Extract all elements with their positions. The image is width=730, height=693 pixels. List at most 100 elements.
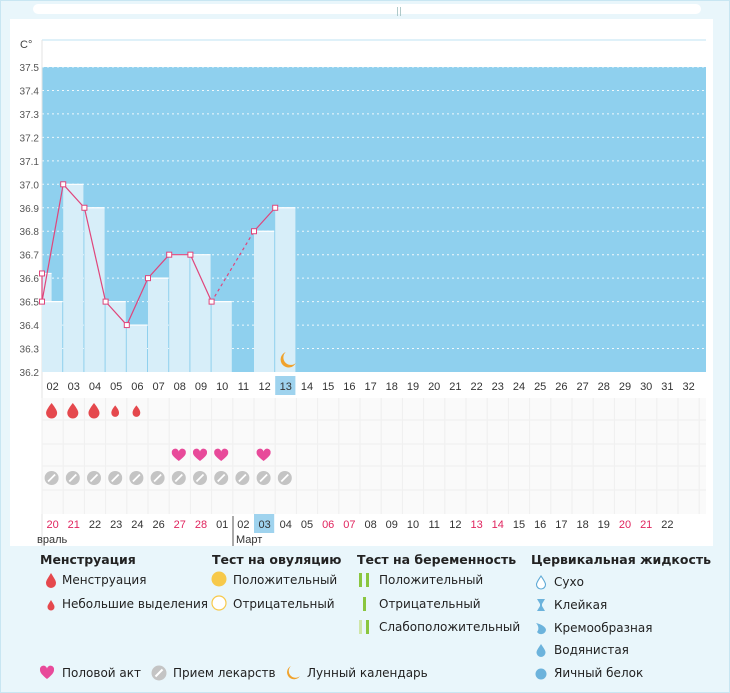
cycle-day-label: 32 (682, 381, 694, 393)
temperature-point (39, 270, 45, 277)
current-date-highlight (254, 514, 275, 533)
temperature-line (41, 184, 64, 302)
legend-item-pregnancy-weak: Слабоположительный (379, 620, 521, 634)
calendar-date-label: 26 (152, 519, 164, 531)
cycle-day-label: 06 (131, 381, 143, 393)
calendar-date-label: 04 (280, 519, 292, 531)
menstruation-drop-icon (67, 403, 79, 419)
temperature-bar (190, 254, 211, 372)
temperature-point (39, 298, 45, 305)
ovulation-negative-icon (211, 595, 227, 611)
calendar-date-label: 23 (110, 519, 122, 531)
temperature-bar (42, 301, 63, 372)
cervical-watery-icon (536, 644, 546, 657)
calendar-date-label: 24 (131, 519, 143, 531)
drop-light-icon (47, 600, 55, 611)
pill-icon-stroke (89, 473, 99, 483)
legend-item-pregnancy-positive: Положительный (379, 573, 484, 587)
legend-item-ovulation-positive: Положительный (233, 573, 338, 587)
temperature-line (62, 183, 85, 209)
cycle-day-label: 26 (555, 381, 567, 393)
legend-item-medication: Прием лекарств (173, 666, 276, 680)
pill-icon-stroke (195, 473, 205, 483)
calendar-date-label: 21 (640, 519, 652, 531)
y-tick-label: 36.9 (20, 204, 40, 215)
y-tick-label: 37.1 (20, 157, 40, 168)
current-day-highlight (275, 376, 296, 395)
cycle-day-label: 17 (364, 381, 376, 393)
pill-icon-stroke (47, 473, 56, 483)
cycle-day-label: 20 (428, 381, 440, 393)
pill-icon-stroke (280, 473, 289, 483)
vertical-scroll-track[interactable] (713, 19, 728, 691)
temperature-bar (169, 254, 190, 372)
moon-icon (287, 666, 300, 680)
calendar-date-label: 13 (470, 519, 482, 531)
pill-icon-stroke (238, 473, 247, 483)
y-tick-label: 36.2 (20, 368, 40, 379)
horizontal-scrollbar[interactable]: || (33, 4, 701, 17)
calendar-date-label: 11 (428, 519, 439, 531)
y-tick-label: 37.3 (20, 110, 40, 121)
temperature-bar (254, 231, 275, 372)
temperature-bar (148, 278, 169, 372)
calendar-date-label: 07 (343, 519, 355, 531)
legend-item-cervical-watery: Водянистая (554, 643, 629, 657)
calendar-date-label: 28 (195, 519, 207, 531)
calendar-date-label: 22 (89, 519, 101, 531)
cycle-day-label: 09 (195, 381, 207, 393)
temperature-line (126, 277, 149, 326)
calendar-date-label: 20 (46, 519, 58, 531)
y-tick-label: 37.5 (20, 63, 40, 74)
cycle-day-label: 19 (407, 381, 419, 393)
y-tick-label: 36.3 (20, 345, 40, 356)
cycle-day-label: 31 (661, 381, 673, 393)
cycle-day-label: 28 (598, 381, 610, 393)
cervical-creamy-icon (536, 623, 546, 635)
scroll-grip-icon[interactable]: || (396, 7, 403, 17)
temperature-bar (126, 325, 147, 372)
calendar-date-label: 02 (237, 519, 249, 531)
temperature-point (145, 275, 151, 282)
temperature-line (253, 207, 276, 232)
calendar-date-label: 10 (407, 519, 419, 531)
pill-icon-stroke (111, 473, 120, 483)
legend-item-cervical-creamy: Кремообразная (554, 621, 653, 635)
heart-icon (256, 448, 271, 461)
legend-item-spotting: Небольшие выделения (62, 597, 209, 611)
temperature-line (147, 254, 170, 279)
menstruation-drop-icon (132, 405, 141, 417)
cervical-eggwhite-icon (535, 668, 547, 680)
legend-title-menstruation: Менструация (40, 552, 136, 567)
heart-icon (39, 665, 55, 679)
y-tick-label: 36.8 (20, 227, 40, 238)
calendar-date-label: 17 (555, 519, 567, 531)
temperature-bar (84, 207, 105, 372)
cycle-day-label: 08 (174, 381, 186, 393)
temperature-chart: C° 36.2 36.3 36.4 36.5 36.6 36.7 36.8 36.9 37.0 3… (10, 19, 713, 546)
calendar-date-label: 20 (619, 519, 631, 531)
calendar-date-label: 21 (68, 519, 80, 531)
pill-icon-stroke (174, 473, 183, 483)
legend-item-moon: Лунный календарь (307, 666, 428, 680)
cervical-dry-icon (535, 575, 547, 590)
drop-heavy-icon (46, 573, 56, 588)
calendar-date-label: 18 (576, 519, 588, 531)
cycle-day-label: 03 (68, 381, 80, 393)
cycle-day-label: 22 (470, 381, 482, 393)
cycle-day-label: 07 (152, 381, 164, 393)
calendar-date-label: 27 (174, 519, 186, 531)
calendar-date-label: 14 (492, 519, 504, 531)
cycle-day-label: 10 (216, 381, 228, 393)
temperature-point (60, 181, 67, 188)
legend-item-cervical-sticky: Клейкая (554, 598, 608, 612)
menstruation-drop-icon (88, 403, 100, 419)
cycle-day-label: 12 (258, 381, 270, 393)
calendar-date-label: 05 (301, 519, 313, 531)
cycle-day-label: 14 (301, 381, 313, 393)
temperature-point (166, 251, 173, 258)
legend-item-cervical-eggwhite: Яичный белок (554, 666, 644, 680)
moon-icon (280, 352, 296, 368)
pill-icon-stroke (217, 473, 226, 483)
chart-legend: Менструация Менструация Небольшие выделе… (0, 546, 730, 693)
